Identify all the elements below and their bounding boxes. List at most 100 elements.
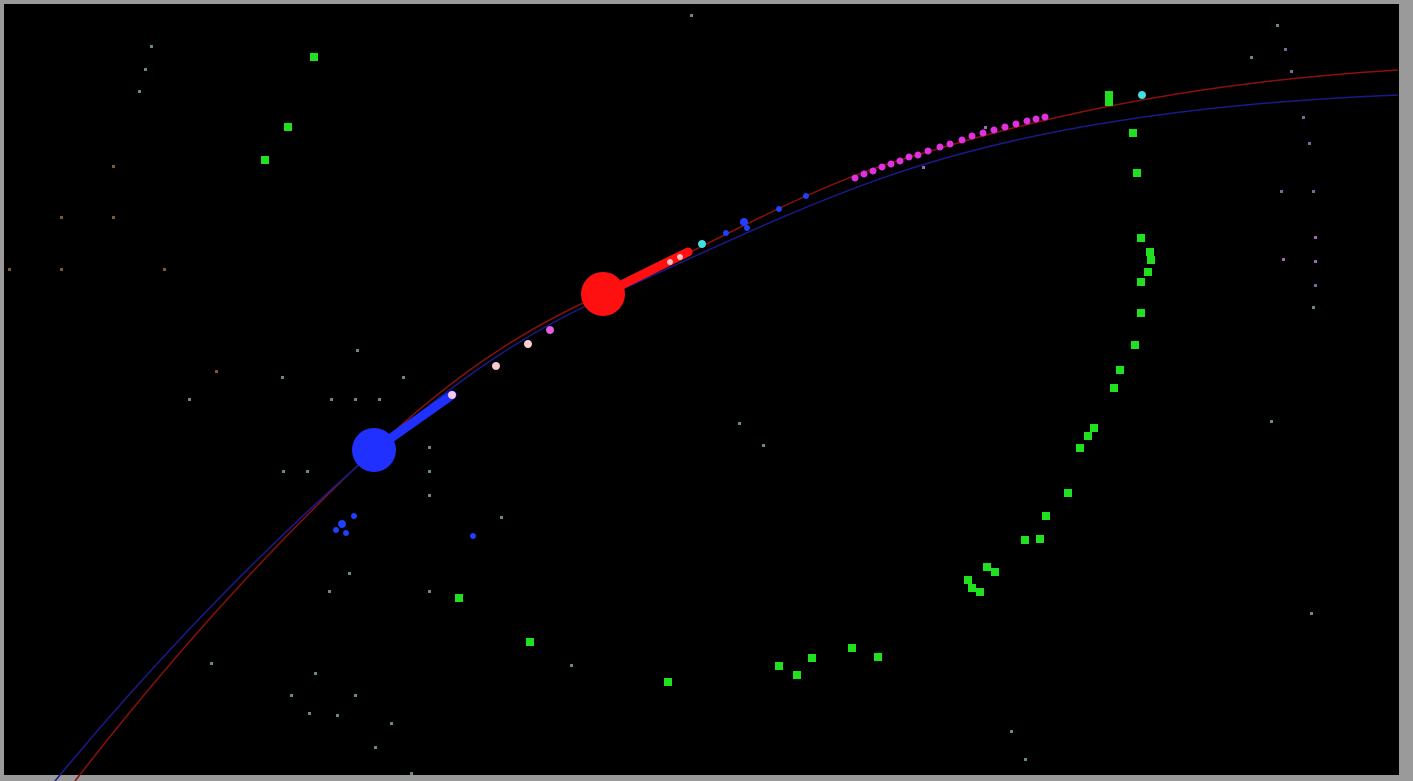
hit	[1032, 115, 1040, 123]
hit	[968, 132, 976, 140]
hit	[1280, 190, 1283, 193]
green-hits	[261, 53, 1155, 686]
hit	[338, 520, 346, 528]
hit	[284, 123, 292, 131]
hit	[356, 349, 359, 352]
hit	[546, 326, 554, 334]
hit	[991, 568, 999, 576]
hit	[990, 126, 998, 134]
hit	[402, 376, 405, 379]
hit	[306, 470, 309, 473]
hit	[1138, 91, 1146, 99]
hit	[470, 533, 476, 539]
hit	[308, 712, 311, 715]
hit	[1024, 758, 1027, 761]
hit	[775, 662, 783, 670]
hit	[1312, 306, 1315, 309]
hit	[343, 530, 349, 536]
hit	[1023, 117, 1031, 125]
hit	[1312, 190, 1315, 193]
hit	[1310, 612, 1313, 615]
hit	[378, 398, 381, 401]
hit	[138, 90, 141, 93]
hit	[1144, 268, 1152, 276]
hit	[690, 14, 693, 17]
hit	[455, 594, 463, 602]
hit	[1041, 113, 1049, 121]
hit	[428, 494, 431, 497]
hit	[979, 129, 987, 137]
hit	[374, 746, 377, 749]
hit	[492, 362, 500, 370]
hit	[851, 174, 859, 182]
hit	[310, 53, 318, 61]
hit	[354, 398, 357, 401]
hit	[946, 140, 954, 148]
hit	[1282, 258, 1285, 261]
hit	[958, 136, 966, 144]
hit	[60, 268, 63, 271]
hit	[968, 584, 976, 592]
hit	[1021, 536, 1029, 544]
track-hits	[333, 91, 1146, 539]
hit	[1314, 236, 1317, 239]
hit	[500, 516, 503, 519]
hit	[144, 68, 147, 71]
hit	[428, 470, 431, 473]
hit	[922, 166, 925, 169]
hit	[1116, 366, 1124, 374]
hit	[290, 694, 293, 697]
hit	[677, 254, 683, 260]
hit	[808, 654, 816, 662]
hit	[664, 678, 672, 686]
hit	[936, 143, 944, 151]
hit	[1131, 341, 1139, 349]
hit	[60, 216, 63, 219]
hit	[210, 662, 213, 665]
hit	[336, 714, 339, 717]
hit	[1105, 91, 1113, 99]
hit	[1076, 444, 1084, 452]
hit	[1270, 420, 1273, 423]
hit	[803, 193, 809, 199]
hit	[1012, 120, 1020, 128]
hit	[328, 590, 331, 593]
hit	[887, 160, 895, 168]
hit	[793, 671, 801, 679]
hit	[976, 588, 984, 596]
hit	[874, 653, 882, 661]
hit	[984, 126, 987, 129]
hit	[740, 218, 748, 226]
hit	[448, 391, 456, 399]
hit	[314, 672, 317, 675]
viewport	[4, 4, 1399, 775]
hit	[1105, 98, 1113, 106]
hit	[848, 644, 856, 652]
hit	[1290, 70, 1293, 73]
hit	[1133, 169, 1141, 177]
hit	[762, 444, 765, 447]
hit	[354, 694, 357, 697]
hit	[215, 370, 218, 373]
hit	[698, 240, 706, 248]
hit	[1110, 384, 1118, 392]
hit	[1010, 730, 1013, 733]
hit	[1276, 24, 1279, 27]
hit	[524, 340, 532, 348]
hit	[282, 470, 285, 473]
hit	[150, 45, 153, 48]
hit	[1137, 309, 1145, 317]
hit	[924, 147, 932, 155]
jets	[352, 247, 693, 472]
hit	[410, 772, 413, 775]
hit	[188, 398, 191, 401]
hit	[738, 422, 741, 425]
hit	[1314, 284, 1317, 287]
hit	[869, 167, 877, 175]
hit	[983, 563, 991, 571]
faint-hits	[8, 14, 1317, 775]
hit	[1146, 248, 1154, 256]
hit	[914, 151, 922, 159]
hit	[1147, 256, 1155, 264]
hit	[1084, 432, 1092, 440]
